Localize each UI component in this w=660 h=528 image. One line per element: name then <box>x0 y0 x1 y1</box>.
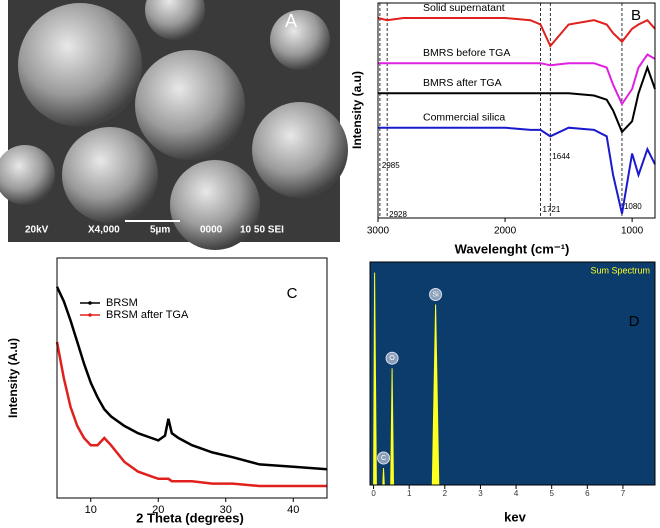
peak-label: Si <box>432 291 439 298</box>
x-tick-label: 4 <box>514 489 519 498</box>
x-tick-label: 2000 <box>494 226 517 237</box>
image-info: X4,000 <box>88 225 120 236</box>
plot-frame <box>369 261 656 486</box>
data-line <box>378 53 656 107</box>
particle <box>145 0 205 40</box>
peak-label: C <box>381 455 386 462</box>
x-tick-label: 3000 <box>367 226 390 237</box>
legend-marker <box>88 301 92 305</box>
series-label: Commercial silica <box>423 111 505 123</box>
image-info: 0000 <box>200 225 223 236</box>
y-axis-label: Intensity (A.u) <box>6 338 20 418</box>
panel-label: B <box>631 7 641 24</box>
panel-label: C <box>287 285 298 302</box>
data-line <box>378 126 656 214</box>
legend-label: BRSM <box>106 297 138 309</box>
x-tick-label: 1 <box>407 489 412 498</box>
x-axis-label: kev <box>504 509 526 524</box>
particle <box>0 145 55 205</box>
peak-label-badge <box>429 287 443 301</box>
peak-label: O <box>389 355 395 362</box>
legend-marker <box>88 313 92 317</box>
reference-label: 1721 <box>543 205 561 214</box>
x-tick-label: 2 <box>443 489 448 498</box>
data-line <box>378 64 656 134</box>
x-axis-label: 2 Theta (degrees) <box>136 510 244 525</box>
x-tick-label: 1000 <box>621 226 644 237</box>
x-tick-label: 20 <box>152 504 164 516</box>
x-tick-label: 5 <box>549 489 554 498</box>
x-tick-label: 6 <box>585 489 590 498</box>
peak-label-badge <box>377 451 391 465</box>
particle <box>252 102 348 198</box>
series-label: Solid supernatant <box>423 2 505 14</box>
image-info: 10 50 SEI <box>240 225 284 236</box>
x-tick-label: 3 <box>478 489 483 498</box>
reference-label: 1080 <box>624 202 642 211</box>
chart-title: Sum Spectrum <box>590 265 650 275</box>
x-tick-label: 40 <box>287 504 299 516</box>
y-axis-label: Intensity (a.u) <box>350 71 364 149</box>
x-tick-label: 10 <box>85 504 97 516</box>
x-axis-label: Wavelenght (cm⁻¹) <box>455 241 570 256</box>
plot-frame <box>377 2 656 219</box>
reference-label: 2985 <box>382 161 400 170</box>
plot-frame <box>56 257 328 499</box>
particle <box>18 3 142 127</box>
particle <box>270 10 330 70</box>
x-tick-label: 7 <box>621 489 626 498</box>
series-label: BMRS before TGA <box>423 47 510 59</box>
panel-label: A <box>285 11 297 31</box>
image-info: 5µm <box>150 225 170 236</box>
x-tick-label: 0 <box>371 489 376 498</box>
data-line <box>55 286 328 471</box>
data-line <box>55 341 327 488</box>
reference-label: 2928 <box>389 210 407 219</box>
particle <box>135 50 245 160</box>
x-tick-label: 30 <box>220 504 232 516</box>
series-label: BMRS after TGA <box>423 77 502 89</box>
sem-image: A 20kV X4,000 5µm 0000 10 50 SEI <box>0 0 348 250</box>
plot-background <box>370 262 655 485</box>
peak-label-badge <box>385 351 399 365</box>
particle <box>170 160 260 250</box>
data-line <box>377 17 656 48</box>
image-info: 20kV <box>25 225 49 236</box>
legend-label: BRSM after TGA <box>106 309 189 321</box>
reference-label: 1644 <box>552 152 570 161</box>
panel-label: D <box>629 313 640 330</box>
particle <box>62 127 158 223</box>
